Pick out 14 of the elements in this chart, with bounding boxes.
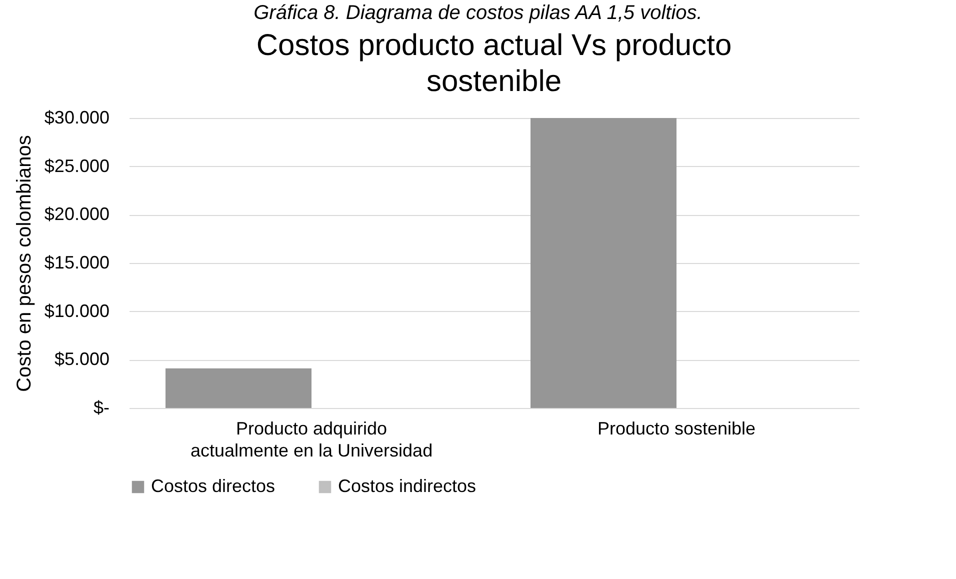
y-tick-label: $20.000 — [44, 204, 110, 224]
x-tick-label: Producto adquirido actualmente en la Universidad — [190, 418, 433, 460]
chart-title: Costos producto actual Vs producto sostenible — [256, 29, 732, 98]
y-tick-label: $10.000 — [44, 300, 110, 321]
y-axis-title: Costo en pesos colombianos — [13, 135, 36, 392]
y-tick-label: $25.000 — [44, 156, 110, 176]
y-tick-label: $30.000 — [44, 108, 110, 128]
y-tick-label: $15.000 — [44, 252, 110, 272]
y-tick-label: $- — [93, 398, 110, 418]
x-tick-label: Producto sostenible — [597, 418, 756, 438]
legend-label: Costos indirectos — [338, 476, 476, 496]
legend-label: Costos directos — [151, 476, 276, 496]
y-tick-label: $5.000 — [54, 349, 110, 370]
text: Gráfica 8. Diagrama de costos pilas AA 1,5 voltios. — [252, 1, 704, 26]
